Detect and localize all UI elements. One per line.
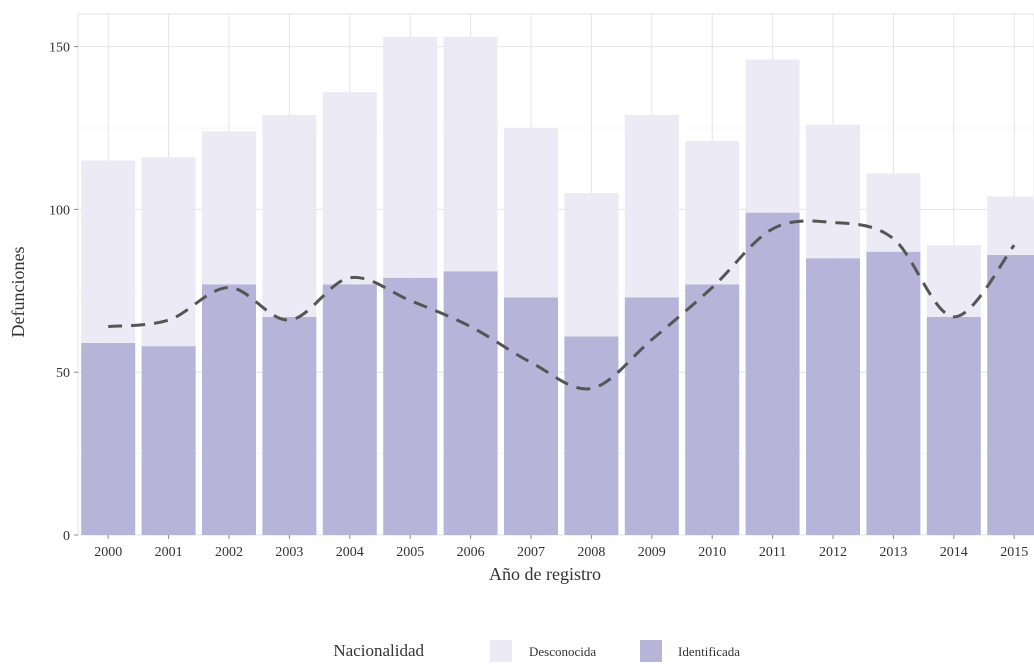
x-tick-label: 2005	[396, 545, 424, 560]
x-tick-label: 2014	[940, 545, 968, 560]
bar-identificada-2010	[685, 284, 740, 535]
y-tick-label: 50	[56, 366, 70, 381]
x-tick-label: 2010	[698, 545, 726, 560]
bar-desconocida-2007	[504, 127, 558, 298]
bar-desconocida-2002	[202, 131, 256, 285]
bar-desconocida-2004	[322, 92, 377, 285]
trend-line	[108, 219, 1016, 391]
y-tick-label: 150	[49, 41, 70, 56]
legend-title: Nacionalidad	[333, 641, 424, 660]
bar-desconocida-2014	[926, 245, 981, 317]
bar-desconocida-2000	[81, 160, 136, 343]
bar-identificada-2005	[383, 277, 438, 535]
x-tick-label: 2015	[1000, 545, 1028, 560]
x-tick-label: 2000	[94, 545, 122, 560]
x-tick-label: 2001	[155, 545, 183, 560]
bar-identificada-2011	[745, 212, 800, 535]
bar-identificada-2012	[806, 258, 860, 535]
x-tick-label: 2013	[879, 545, 907, 560]
bar-identificada-2009	[624, 297, 679, 535]
legend-label-desconocida: Desconocida	[529, 644, 596, 659]
bar-desconocida-2008	[564, 193, 619, 337]
x-tick-label: 2009	[638, 545, 666, 560]
bar-identificada-2002	[202, 284, 256, 535]
bar-desconocida-2006	[443, 36, 498, 272]
bar-identificada-2003	[262, 316, 317, 535]
x-tick-label: 2004	[336, 545, 364, 560]
bar-identificada-2001	[141, 346, 196, 535]
y-tick-label: 0	[63, 529, 70, 544]
legend-swatch-identificada	[640, 640, 662, 662]
bar-identificada-2006	[443, 271, 498, 535]
bar-desconocida-2012	[806, 124, 860, 259]
bars	[81, 36, 1034, 536]
x-tick-label: 2007	[517, 545, 545, 560]
x-tick-label: 2012	[819, 545, 847, 560]
x-tick-label: 2011	[759, 545, 786, 560]
bar-identificada-2007	[504, 297, 558, 535]
bar-identificada-2008	[564, 336, 619, 535]
legend-swatch-desconocida	[490, 640, 512, 662]
bar-desconocida-2003	[262, 114, 317, 317]
trend-line-layer	[108, 219, 1016, 391]
y-tick-label: 100	[49, 203, 70, 218]
legend-label-identificada: Identificada	[678, 644, 740, 659]
bar-identificada-2013	[866, 251, 921, 536]
y-axis-title: Defunciones	[8, 247, 28, 338]
x-tick-label: 2006	[457, 545, 485, 560]
bar-identificada-2014	[926, 316, 981, 535]
legend: Nacionalidad Desconocida Identificada	[333, 640, 740, 662]
bar-desconocida-2013	[866, 173, 921, 252]
bar-desconocida-2009	[624, 114, 679, 298]
bar-desconocida-2005	[383, 36, 438, 278]
bar-identificada-2004	[322, 284, 377, 535]
x-axis-title: Año de registro	[489, 564, 601, 584]
bar-desconocida-2011	[745, 59, 800, 213]
x-tick-label: 2008	[577, 545, 605, 560]
bar-desconocida-2001	[141, 157, 196, 347]
bar-desconocida-2010	[685, 140, 740, 285]
bar-identificada-2000	[81, 342, 136, 535]
tick-labels: 0 50 100 150 2000 2001 2002 2003 2004 2005 2006 200…	[49, 41, 1028, 560]
bar-desconocida-2015	[987, 196, 1034, 255]
x-tick-label: 2002	[215, 545, 243, 560]
bar-identificada-2015	[987, 254, 1034, 535]
x-tick-label: 2003	[275, 545, 303, 560]
